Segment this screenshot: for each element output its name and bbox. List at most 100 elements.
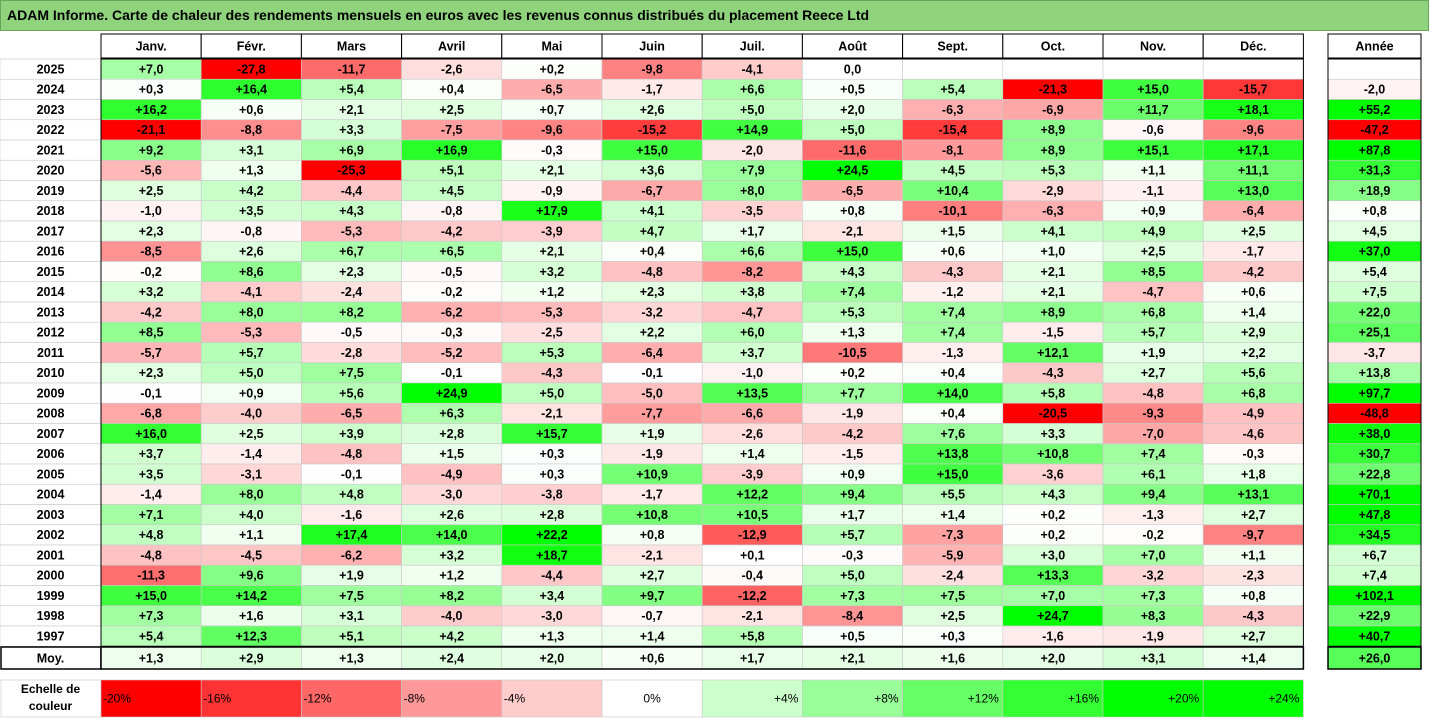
year-label: 2003 [37, 508, 65, 522]
heatmap-cell-label: -4,3 [541, 366, 563, 380]
heatmap-cell-label: -1,7 [641, 488, 663, 502]
heatmap-cell-label: +8,0 [239, 488, 264, 502]
heatmap-cell-label: +10,8 [636, 508, 668, 522]
heatmap-cell-label: +2,5 [139, 184, 164, 198]
year-label: 2002 [37, 528, 65, 542]
heatmap-cell-label: -5,3 [541, 305, 563, 319]
heatmap-cell-label: -3,5 [742, 204, 764, 218]
annual-cell-label: +4,5 [1362, 224, 1387, 238]
heatmap-cell-label: +2,1 [540, 245, 565, 259]
heatmap-cell-label: +5,4 [339, 83, 364, 97]
heatmap-cell-label: +1,8 [1241, 467, 1266, 481]
heatmap-cell-label: -0,9 [541, 184, 563, 198]
heatmap-cell-label: -2,1 [842, 224, 864, 238]
heatmap-cell-label: +0,4 [439, 83, 464, 97]
heatmap-cell-label: +3,7 [139, 447, 164, 461]
annual-cell-label: -2,0 [1364, 83, 1386, 97]
heatmap-cell-label: +4,5 [439, 184, 464, 198]
heatmap-cell-label: +7,0 [139, 62, 164, 76]
heatmap-cell-label: -8,2 [742, 265, 764, 279]
heatmap-cell-label: +5,3 [840, 305, 865, 319]
heatmap-cell-label: +0,2 [1041, 508, 1066, 522]
heatmap-cell-label: +0,5 [840, 83, 865, 97]
year-label: 2001 [37, 548, 65, 562]
year-label: 2005 [37, 467, 65, 481]
annual-cell-label: +5,4 [1362, 265, 1387, 279]
year-label: 2004 [37, 488, 65, 502]
heatmap-cell-label: -27,8 [237, 62, 266, 76]
heatmap-cell-label: +7,3 [139, 609, 164, 623]
year-label: 2011 [37, 346, 64, 360]
heatmap-cell-label: +5,1 [439, 164, 464, 178]
heatmap-cell-label: +0,6 [940, 245, 965, 259]
heatmap-cell-label: +2,5 [1141, 245, 1166, 259]
heatmap-cell-label: -4,2 [140, 305, 162, 319]
annual-cell-label: +87,8 [1359, 143, 1391, 157]
heatmap-cell-label: +1,2 [439, 569, 464, 583]
heatmap-cell-label: +0,4 [940, 366, 965, 380]
month-header: Sept. [937, 39, 968, 53]
month-header: Nov. [1140, 39, 1166, 53]
heatmap-cell-label: -4,1 [742, 62, 764, 76]
heatmap-cell-label: -1,4 [140, 488, 162, 502]
heatmap-cell-label: +4,8 [139, 528, 164, 542]
month-header: Juin [639, 39, 665, 53]
annual-cell-label: +70,1 [1359, 488, 1391, 502]
month-header-cell [1002, 33, 1104, 59]
average-annual-label: +26,0 [1359, 651, 1391, 665]
scale-swatch-label: -12% [303, 692, 331, 706]
year-label: 2022 [37, 123, 65, 137]
heatmap-cell-label: -4,3 [1243, 609, 1265, 623]
heatmap-cell-label: +14,0 [937, 386, 969, 400]
heatmap-cell-label: +16,4 [235, 83, 267, 97]
year-label: 1997 [37, 629, 65, 643]
heatmap-cell-label: +0,3 [940, 629, 965, 643]
scale-swatch [1202, 679, 1304, 718]
heatmap-cell-label: +0,9 [840, 467, 865, 481]
heatmap-cell-label: +3,8 [740, 285, 765, 299]
scale-label-line1: Echelle de [21, 682, 81, 696]
heatmap-cell-label: -1,1 [1142, 184, 1164, 198]
heatmap-cell-label: -0,6 [1142, 123, 1164, 137]
title-bar: ADAM Informe. Carte de chaleur des rende… [0, 0, 1429, 31]
heatmap-cell-label: +7,9 [740, 164, 765, 178]
heatmap-cell-label: +4,8 [339, 488, 364, 502]
heatmap-cell-label: +18,7 [536, 548, 568, 562]
month-header: Déc. [1240, 39, 1266, 53]
heatmap-cell-label: -10,5 [838, 346, 867, 360]
month-header-cell [701, 33, 803, 59]
heatmap-cell-label: +8,2 [339, 305, 364, 319]
heatmap-cell-label: +8,0 [740, 184, 765, 198]
year-label: 2015 [37, 265, 65, 279]
heatmap-cell-label: +3,6 [640, 164, 665, 178]
year-label: 2007 [37, 427, 65, 441]
heatmap-cell-label: +8,9 [1041, 143, 1066, 157]
heatmap-cell-label: +1,3 [540, 629, 565, 643]
heatmap-cell-label: -5,3 [341, 224, 363, 238]
year-label: 2017 [37, 224, 65, 238]
annual-cell [1327, 58, 1422, 80]
annual-cell-label: +97,7 [1359, 386, 1391, 400]
heatmap-cell-label: +5,7 [1141, 326, 1166, 340]
annual-cell-label: +40,7 [1359, 629, 1391, 643]
heatmap-cell-label: -6,5 [842, 184, 864, 198]
heatmap-cell-label: -21,3 [1039, 83, 1068, 97]
heatmap-cell-label: -4,3 [1042, 366, 1064, 380]
heatmap-cell-label: -0,3 [1243, 447, 1265, 461]
heatmap-cell-label: -12,9 [738, 528, 767, 542]
heatmap-cell-label: -2,4 [942, 569, 964, 583]
heatmap-cell-label: -6,3 [1042, 204, 1064, 218]
heatmap-cell-label: -1,9 [641, 447, 663, 461]
heatmap-cell-label: +6,5 [439, 245, 464, 259]
heatmap-cell-label: +14,9 [736, 123, 768, 137]
heatmap-cell-label: +1,1 [1241, 548, 1266, 562]
annual-cell-label: +38,0 [1359, 427, 1391, 441]
heatmap-cell-label: +3,7 [740, 346, 765, 360]
heatmap-cell-label: +2,8 [439, 427, 464, 441]
annual-cell-label: +6,7 [1362, 548, 1387, 562]
heatmap-cell-label: -6,9 [1042, 103, 1064, 117]
heatmap-cell-label: -8,5 [140, 245, 162, 259]
heatmap-cell-label: +5,6 [339, 386, 364, 400]
heatmap-cell-label: -4,0 [441, 609, 463, 623]
heatmap-cell-label: +3,3 [339, 123, 364, 137]
